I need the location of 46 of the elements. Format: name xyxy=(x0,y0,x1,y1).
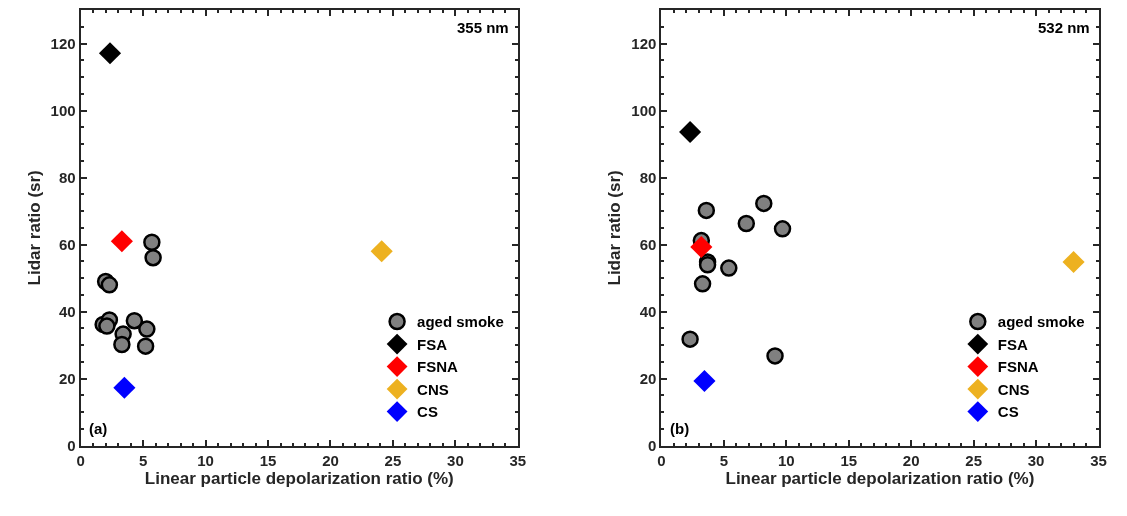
y-tick-label: 100 xyxy=(631,101,657,119)
y-tick-label: 20 xyxy=(639,369,657,387)
x-tick-label: 15 xyxy=(840,451,858,469)
y-tick-label: 0 xyxy=(648,436,657,454)
legend-label: FSA xyxy=(997,335,1028,353)
y-axis-title: Lidar ratio (sr) xyxy=(605,170,625,286)
y-tick-label: 80 xyxy=(639,168,657,186)
x-tick-label: 15 xyxy=(259,451,277,469)
x-tick-label: 25 xyxy=(965,451,982,469)
y-tick-label: 60 xyxy=(58,235,76,253)
x-tick-label: 10 xyxy=(777,451,795,469)
x-axis-title: Linear particle depolarization ratio (%) xyxy=(144,468,454,488)
y-tick-label: 60 xyxy=(639,235,657,253)
legend-label: aged smoke xyxy=(997,313,1085,331)
y-tick-label: 120 xyxy=(631,34,657,52)
x-axis-title: Linear particle depolarization ratio (%) xyxy=(725,468,1035,488)
x-tick-label: 30 xyxy=(447,451,464,469)
legend-label: FSA xyxy=(417,335,448,353)
x-tick-label: 35 xyxy=(509,451,527,469)
x-tick-label: 20 xyxy=(902,451,920,469)
x-tick-label: 35 xyxy=(1090,451,1107,469)
x-tick-label: 30 xyxy=(1027,451,1045,469)
y-tick-label: 120 xyxy=(50,34,76,52)
y-tick-label: 40 xyxy=(639,302,657,320)
x-tick-label: 10 xyxy=(197,451,214,469)
legend-label: CS xyxy=(997,403,1019,421)
annotation: 532 nm xyxy=(1038,19,1090,36)
y-tick-label: 20 xyxy=(58,369,76,387)
x-tick-label: 5 xyxy=(138,451,148,469)
annotation: (a) xyxy=(89,420,108,437)
legend-label: FSNA xyxy=(997,358,1039,376)
x-tick-label: 20 xyxy=(322,451,339,469)
legend-label: CNS xyxy=(417,380,449,398)
legend-label: CS xyxy=(417,403,438,421)
annotation: (b) xyxy=(670,420,690,437)
legend-label: aged smoke xyxy=(417,313,504,331)
y-tick-label: 40 xyxy=(58,302,76,320)
y-tick-label: 100 xyxy=(50,101,76,119)
legend-label: FSNA xyxy=(417,358,459,376)
x-tick-label: 25 xyxy=(384,451,402,469)
y-tick-label: 0 xyxy=(67,436,76,454)
annotation: 355 nm xyxy=(457,19,509,36)
y-axis-title: Lidar ratio (sr) xyxy=(24,170,44,286)
x-tick-label: 5 xyxy=(719,451,728,469)
legend-label: CNS xyxy=(997,380,1030,398)
y-tick-label: 80 xyxy=(58,168,76,186)
